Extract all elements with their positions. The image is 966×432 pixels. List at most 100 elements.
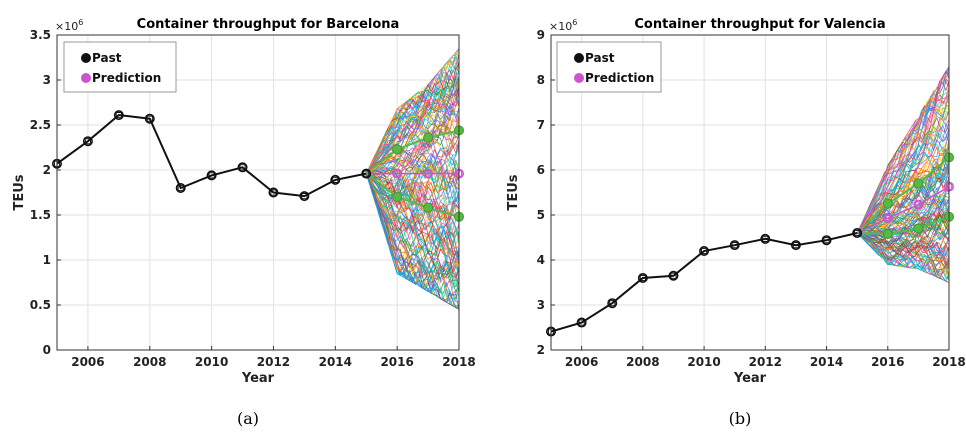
- y-tick-label: 0: [43, 343, 51, 357]
- bound-point-lower: [423, 202, 434, 213]
- bound-point-upper: [882, 198, 893, 209]
- past-point-ring: [268, 187, 279, 198]
- past-point-square: [823, 237, 830, 244]
- bound-line-lower: [857, 215, 950, 235]
- axes-frame: [550, 34, 950, 351]
- x-tick-label: 2016: [871, 355, 904, 369]
- y-tick-label: 2.5: [30, 118, 51, 132]
- past-point-square: [670, 272, 677, 279]
- simulation-path: [365, 173, 460, 283]
- simulation-path: [365, 148, 460, 202]
- x-tick-label: 2012: [749, 355, 782, 369]
- past-point-square: [146, 115, 153, 122]
- past-point: [206, 170, 217, 181]
- series: [545, 152, 954, 337]
- prediction-point: [913, 199, 924, 210]
- past-point: [607, 298, 618, 309]
- past-point-ring: [790, 240, 801, 251]
- simulation-path: [857, 232, 950, 273]
- simulation-path: [857, 215, 950, 236]
- simulation-path: [857, 158, 950, 234]
- past-point-square: [115, 112, 122, 119]
- simulation-path: [856, 232, 950, 261]
- bound-point-lower: [882, 228, 893, 239]
- simulation-path: [857, 211, 950, 252]
- simulation-path: [366, 134, 460, 180]
- past-point: [299, 191, 310, 202]
- past-point-ring: [175, 183, 186, 194]
- simulation-path: [365, 173, 460, 256]
- x-axis-label: Year: [733, 371, 767, 386]
- past-point-square: [762, 235, 769, 242]
- x-tick-label: 2010: [687, 355, 720, 369]
- x-tick-label: 2018: [932, 355, 965, 369]
- prediction-point-ring: [423, 168, 434, 179]
- chart-title: Container throughput for Valencia: [634, 17, 885, 32]
- past-point: [175, 183, 186, 194]
- y-tick-label: 2: [43, 163, 51, 177]
- simulation-path: [366, 116, 460, 174]
- past-point-ring: [113, 110, 124, 121]
- past-point-ring: [729, 240, 740, 251]
- simulation-path: [856, 125, 950, 234]
- simulation-path: [856, 89, 950, 234]
- y-tick-label: 8: [537, 73, 545, 87]
- legend-box: [63, 41, 177, 93]
- y-axis-label: TEUs: [12, 174, 27, 210]
- past-point-ring: [668, 270, 679, 281]
- bound-line-upper: [365, 129, 460, 175]
- y-tick-label: 4: [537, 253, 545, 267]
- simulation-path: [857, 220, 950, 249]
- x-tick-label: 2016: [380, 355, 413, 369]
- bound-line-upper: [856, 156, 950, 234]
- prediction-point-ring: [913, 199, 924, 210]
- x-tick-label: 2006: [71, 355, 104, 369]
- bound-point-upper: [423, 132, 434, 143]
- simulation-path: [365, 173, 460, 309]
- legend-prediction-symbol: [573, 73, 584, 84]
- simulation-path: [856, 232, 950, 281]
- bound-point-lower: [392, 192, 403, 202]
- legend-past-symbol: [81, 52, 92, 63]
- y-tick-label: 3.5: [30, 28, 51, 42]
- past-point: [330, 174, 341, 185]
- legend-label-past: Past: [585, 51, 615, 65]
- past-point-ring: [699, 246, 710, 257]
- simulation-path: [366, 165, 460, 211]
- y-axis-exponent: ×106: [55, 18, 83, 33]
- legend-prediction-symbol: [81, 73, 92, 84]
- past-point-square: [301, 193, 308, 200]
- x-tick-label: 2006: [565, 355, 598, 369]
- simulation-path: [856, 130, 950, 234]
- x-tick-label: 2010: [195, 355, 228, 369]
- prediction-point: [882, 213, 893, 224]
- past-point: [237, 162, 248, 173]
- y-tick-label: 2: [537, 343, 545, 357]
- bound-point-upper: [392, 144, 403, 155]
- legend-past-symbol-square: [575, 54, 583, 62]
- exponent-base: ×10: [549, 20, 572, 33]
- y-axis-exponent: ×106: [549, 18, 577, 33]
- past-point-ring: [760, 233, 771, 244]
- chart-barcelona: 2006 2008 2010 2012 2014 2016 2018 0 0.5 1 1.5 2 2.…: [12, 17, 476, 428]
- past-point-ring: [144, 113, 155, 124]
- legend-label-prediction: Prediction: [92, 71, 161, 85]
- simulation-path: [365, 173, 460, 310]
- past-point: [852, 228, 863, 239]
- y-tick-label: 1.5: [30, 208, 51, 222]
- y-axis-label: TEUs: [506, 174, 521, 210]
- past-point-ring: [637, 272, 648, 283]
- simulation-path: [365, 173, 460, 281]
- legend-marker-prediction: [573, 73, 584, 84]
- past-point-square: [700, 247, 708, 255]
- exponent-base: ×10: [55, 20, 78, 33]
- simulation-path: [366, 173, 460, 238]
- past-point-square: [609, 300, 616, 307]
- past-point-square: [639, 274, 646, 282]
- y-tick-label: 9: [537, 28, 545, 42]
- past-point-square: [578, 319, 585, 326]
- past-line: [550, 232, 858, 333]
- bound-point-upper: [913, 178, 924, 189]
- past-point: [576, 317, 587, 328]
- past-point-square: [239, 164, 246, 171]
